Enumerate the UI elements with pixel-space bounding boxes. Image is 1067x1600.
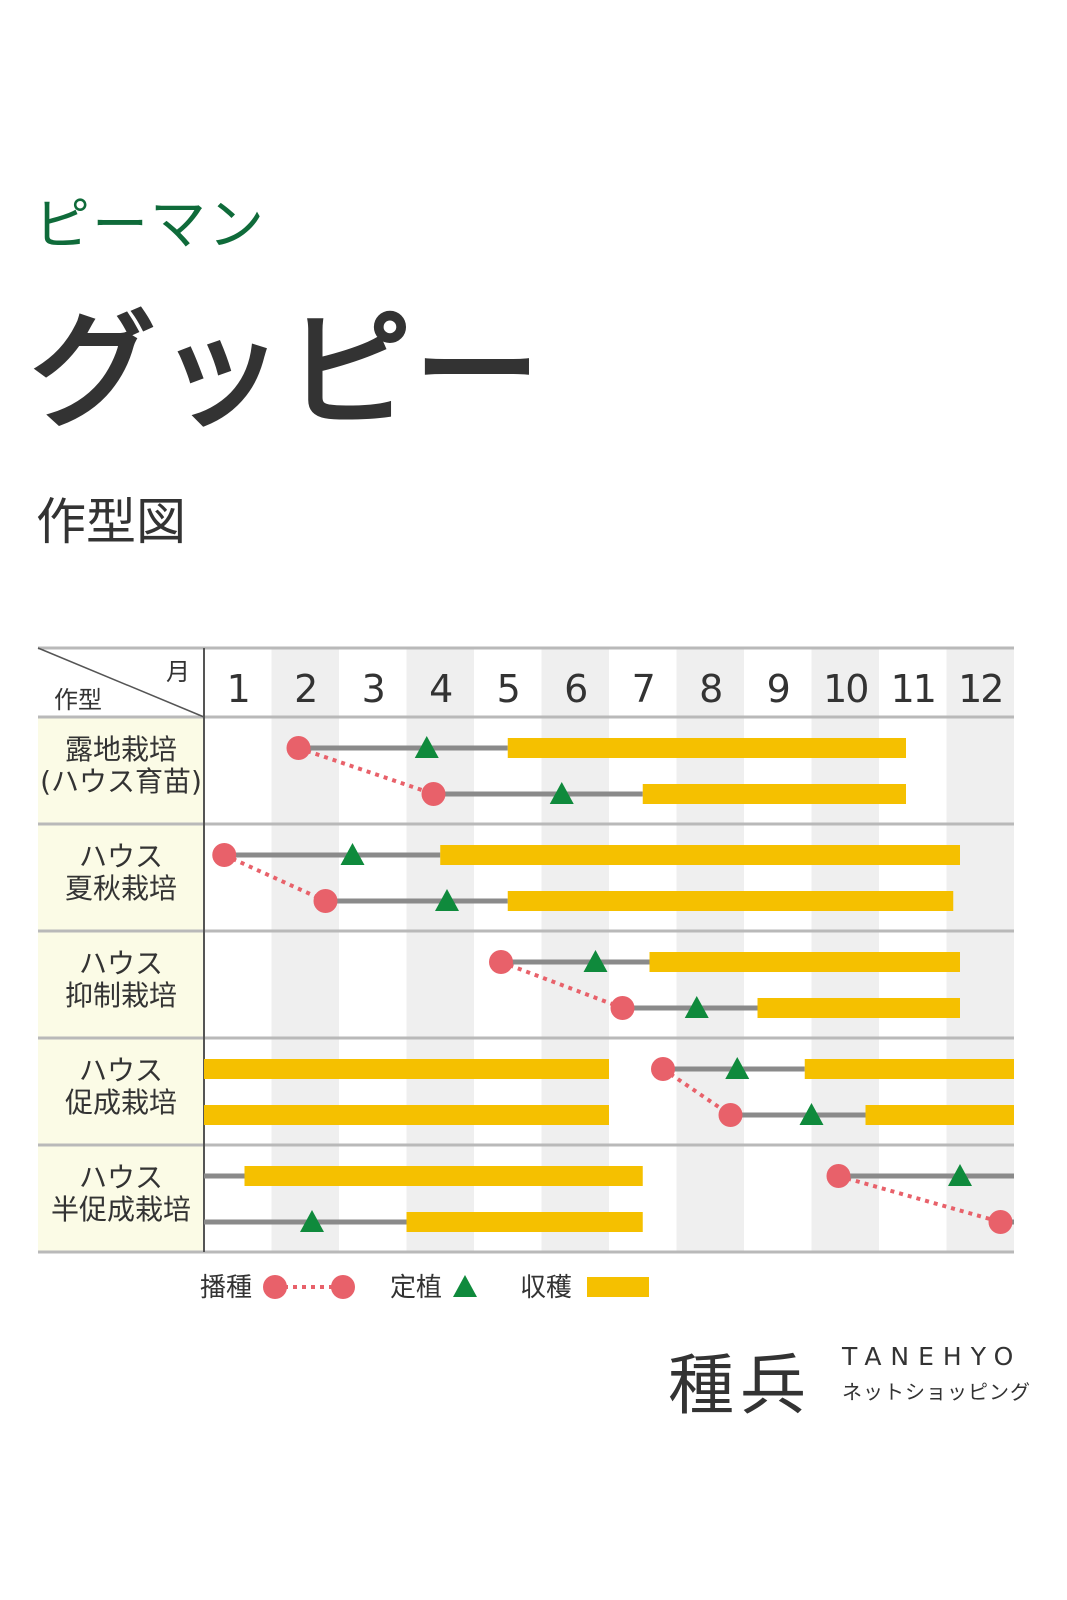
planting-marker <box>948 1164 972 1186</box>
planting-marker <box>583 950 608 972</box>
sowing-marker <box>651 1057 675 1081</box>
month-label: 2 <box>294 667 316 711</box>
sowing-marker <box>610 996 635 1020</box>
sowing-marker <box>826 1164 851 1188</box>
sowing-connector <box>223 853 327 903</box>
row-group-label: ハウス <box>79 947 163 980</box>
month-label: 12 <box>958 667 1002 711</box>
sowing-connector <box>500 960 624 1010</box>
row-group-label: ハウス <box>79 1054 163 1087</box>
month-label: 11 <box>891 667 935 711</box>
planting-marker <box>435 889 459 911</box>
section-heading: 作型図 <box>36 493 186 551</box>
variety-name: グッピー <box>30 298 542 445</box>
row-group-label: (ハウス育苗) <box>40 765 202 798</box>
month-label: 3 <box>362 667 384 711</box>
legend-sow-marker <box>331 1275 355 1299</box>
harvest-bar <box>642 784 906 804</box>
planting-marker <box>725 1057 750 1079</box>
month-label: 9 <box>767 667 789 711</box>
sowing-marker <box>286 736 311 760</box>
legend-plant-marker <box>453 1275 477 1297</box>
planting-marker <box>549 782 574 804</box>
month-label: 1 <box>227 667 249 711</box>
brand-logo-kanji: 種兵 <box>668 1347 812 1424</box>
planting-marker <box>799 1103 824 1125</box>
harvest-bar <box>406 1212 643 1232</box>
sowing-marker <box>212 843 237 867</box>
harvest-bar <box>757 998 960 1018</box>
sowing-connector <box>837 1174 1002 1224</box>
sowing-connector <box>297 746 435 796</box>
harvest-bar <box>865 1105 1014 1125</box>
corner-month-label: 月 <box>166 658 190 686</box>
row-label-background <box>38 717 204 1252</box>
month-label: 4 <box>429 667 452 711</box>
month-label: 8 <box>699 667 721 711</box>
legend-sow-label: 播種 <box>200 1273 252 1303</box>
sowing-marker <box>489 950 513 974</box>
corner-diagonal <box>37 647 205 718</box>
month-label: 10 <box>823 667 867 711</box>
month-label: 5 <box>497 667 519 711</box>
row-group-label: ハウス <box>79 840 163 873</box>
harvest-bar <box>507 891 954 911</box>
brand-logo-tagline: ネットショッピング <box>842 1380 1031 1404</box>
planting-marker <box>300 1210 324 1232</box>
month-stripe <box>946 648 1014 1252</box>
vegetable-category: ピーマン <box>34 193 266 258</box>
harvest-bar <box>440 845 960 865</box>
month-label: 6 <box>564 667 586 711</box>
sowing-marker <box>988 1210 1013 1234</box>
corner-type-label: 作型 <box>54 686 102 714</box>
planting-marker <box>684 996 709 1018</box>
legend-harvest-label: 収穫 <box>520 1273 572 1303</box>
harvest-bar <box>204 1105 609 1125</box>
planting-marker <box>414 736 439 758</box>
row-group-label: 露地栽培 <box>65 733 177 766</box>
legend-harvest-bar <box>587 1277 649 1297</box>
harvest-bar <box>804 1059 1014 1079</box>
brand-logo-name: TANEHYO <box>842 1342 1023 1371</box>
harvest-bar <box>649 952 960 972</box>
row-group-label: ハウス <box>79 1161 163 1194</box>
harvest-bar <box>507 738 906 758</box>
month-label: 7 <box>632 667 654 711</box>
sowing-marker <box>313 889 338 913</box>
sowing-marker <box>718 1103 743 1127</box>
legend-sow-marker <box>263 1275 287 1299</box>
planting-marker <box>340 843 365 865</box>
row-group-label: 促成栽培 <box>65 1086 177 1119</box>
harvest-bar <box>204 1059 609 1079</box>
row-group-label: 夏秋栽培 <box>65 872 177 905</box>
harvest-bar <box>244 1166 643 1186</box>
month-stripe <box>406 648 474 1252</box>
sowing-marker <box>421 782 446 806</box>
row-group-label: 半促成栽培 <box>51 1193 191 1226</box>
row-group-label: 抑制栽培 <box>65 979 177 1012</box>
legend-plant-label: 定植 <box>390 1273 442 1303</box>
